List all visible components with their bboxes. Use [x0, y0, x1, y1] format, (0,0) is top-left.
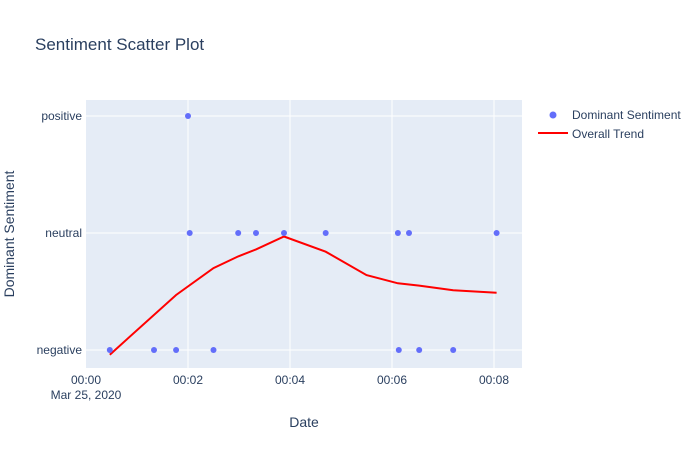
x-tick-label: 00:00: [71, 373, 101, 387]
y-tick-labels: negative neutral positive: [37, 109, 83, 357]
y-tick-label: neutral: [45, 226, 82, 240]
data-point: [185, 113, 191, 119]
trend-line-layer: [109, 235, 497, 356]
trend-line: [109, 235, 497, 356]
plot-area: [86, 100, 522, 368]
data-point: [210, 347, 217, 353]
x-tick-labels: 00:00 00:02 00:04 00:06 00:08: [71, 373, 509, 387]
data-point: [151, 347, 157, 353]
scatter-points: [106, 113, 500, 353]
grid-lines: [86, 100, 522, 368]
data-point: [186, 230, 193, 236]
data-point: [395, 347, 402, 353]
x-tick-label: 00:08: [479, 373, 509, 387]
x-axis-date-label: Mar 25, 2020: [51, 388, 122, 402]
legend-marker-dot-icon: [549, 111, 557, 119]
legend-label-dominant-sentiment: Dominant Sentiment: [572, 108, 681, 122]
y-axis-title: Dominant Sentiment: [1, 170, 17, 297]
data-point: [450, 347, 457, 353]
legend-label-overall-trend: Overall Trend: [572, 127, 644, 141]
y-tick-label: positive: [41, 109, 82, 123]
x-tick-label: 00:02: [173, 373, 203, 387]
x-tick-label: 00:06: [377, 373, 407, 387]
data-point: [106, 347, 113, 353]
chart-title: Sentiment Scatter Plot: [35, 35, 204, 54]
data-point: [322, 230, 329, 236]
data-point: [281, 230, 287, 236]
data-point: [394, 230, 401, 236]
data-point: [253, 230, 259, 236]
data-point: [493, 230, 500, 236]
data-point: [406, 230, 412, 236]
data-point: [416, 347, 423, 353]
y-tick-label: negative: [37, 343, 83, 357]
data-point: [173, 347, 180, 353]
x-axis-title: Date: [289, 414, 319, 430]
legend-item-dominant-sentiment[interactable]: Dominant Sentiment: [549, 108, 682, 122]
x-tick-label: 00:04: [275, 373, 305, 387]
legend-item-overall-trend[interactable]: Overall Trend: [538, 127, 644, 141]
data-point: [235, 230, 242, 236]
legend: Dominant Sentiment Overall Trend: [538, 108, 681, 141]
